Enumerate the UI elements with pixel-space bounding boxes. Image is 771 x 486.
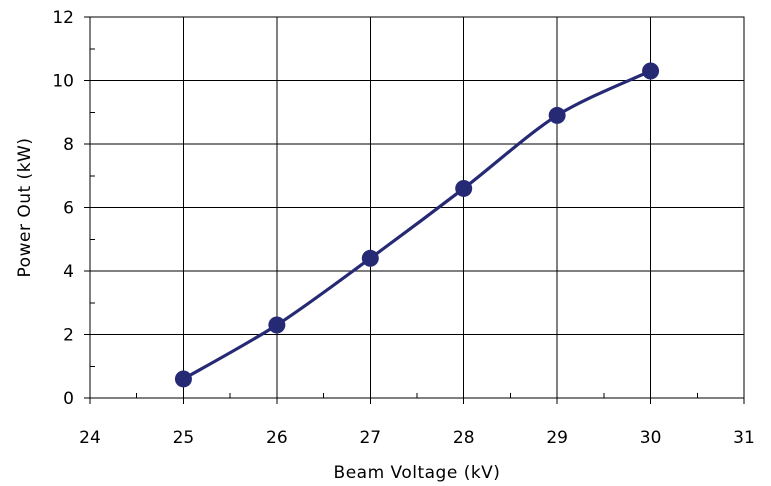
data-point	[268, 316, 286, 334]
series-line	[181, 69, 653, 381]
x-tick-label: 31	[733, 428, 755, 448]
data-point	[174, 370, 192, 388]
series-layer	[174, 62, 660, 388]
x-tick-label: 24	[79, 428, 101, 448]
x-tick-label: 27	[359, 428, 381, 448]
x-tick-label: 29	[546, 428, 568, 448]
y-tick-label: 6	[63, 199, 74, 219]
x-axis-title: Beam Voltage (kV)	[334, 463, 501, 483]
x-tick-label: 25	[173, 428, 195, 448]
data-point	[361, 249, 379, 267]
data-point	[548, 106, 566, 124]
plot-frame	[89, 16, 745, 399]
x-tick-label: 28	[453, 428, 475, 448]
y-tick-label: 12	[52, 8, 74, 28]
y-tick-label: 10	[52, 72, 74, 92]
x-tick-labels: 24 25 26 27 28 29 30 31	[79, 428, 755, 448]
x-tick-label: 26	[266, 428, 288, 448]
minor-ticks	[84, 16, 745, 404]
y-axis-title: Power Out (kW)	[15, 138, 35, 278]
y-tick-labels: 0 2 4 6 8 10 12	[52, 8, 74, 409]
grid	[90, 17, 744, 398]
x-tick-label: 30	[640, 428, 662, 448]
y-tick-label: 2	[63, 326, 74, 346]
y-tick-label: 0	[63, 389, 74, 409]
y-tick-label: 8	[63, 135, 74, 155]
data-point	[455, 179, 473, 197]
y-tick-label: 4	[63, 262, 74, 282]
data-point	[642, 62, 660, 80]
